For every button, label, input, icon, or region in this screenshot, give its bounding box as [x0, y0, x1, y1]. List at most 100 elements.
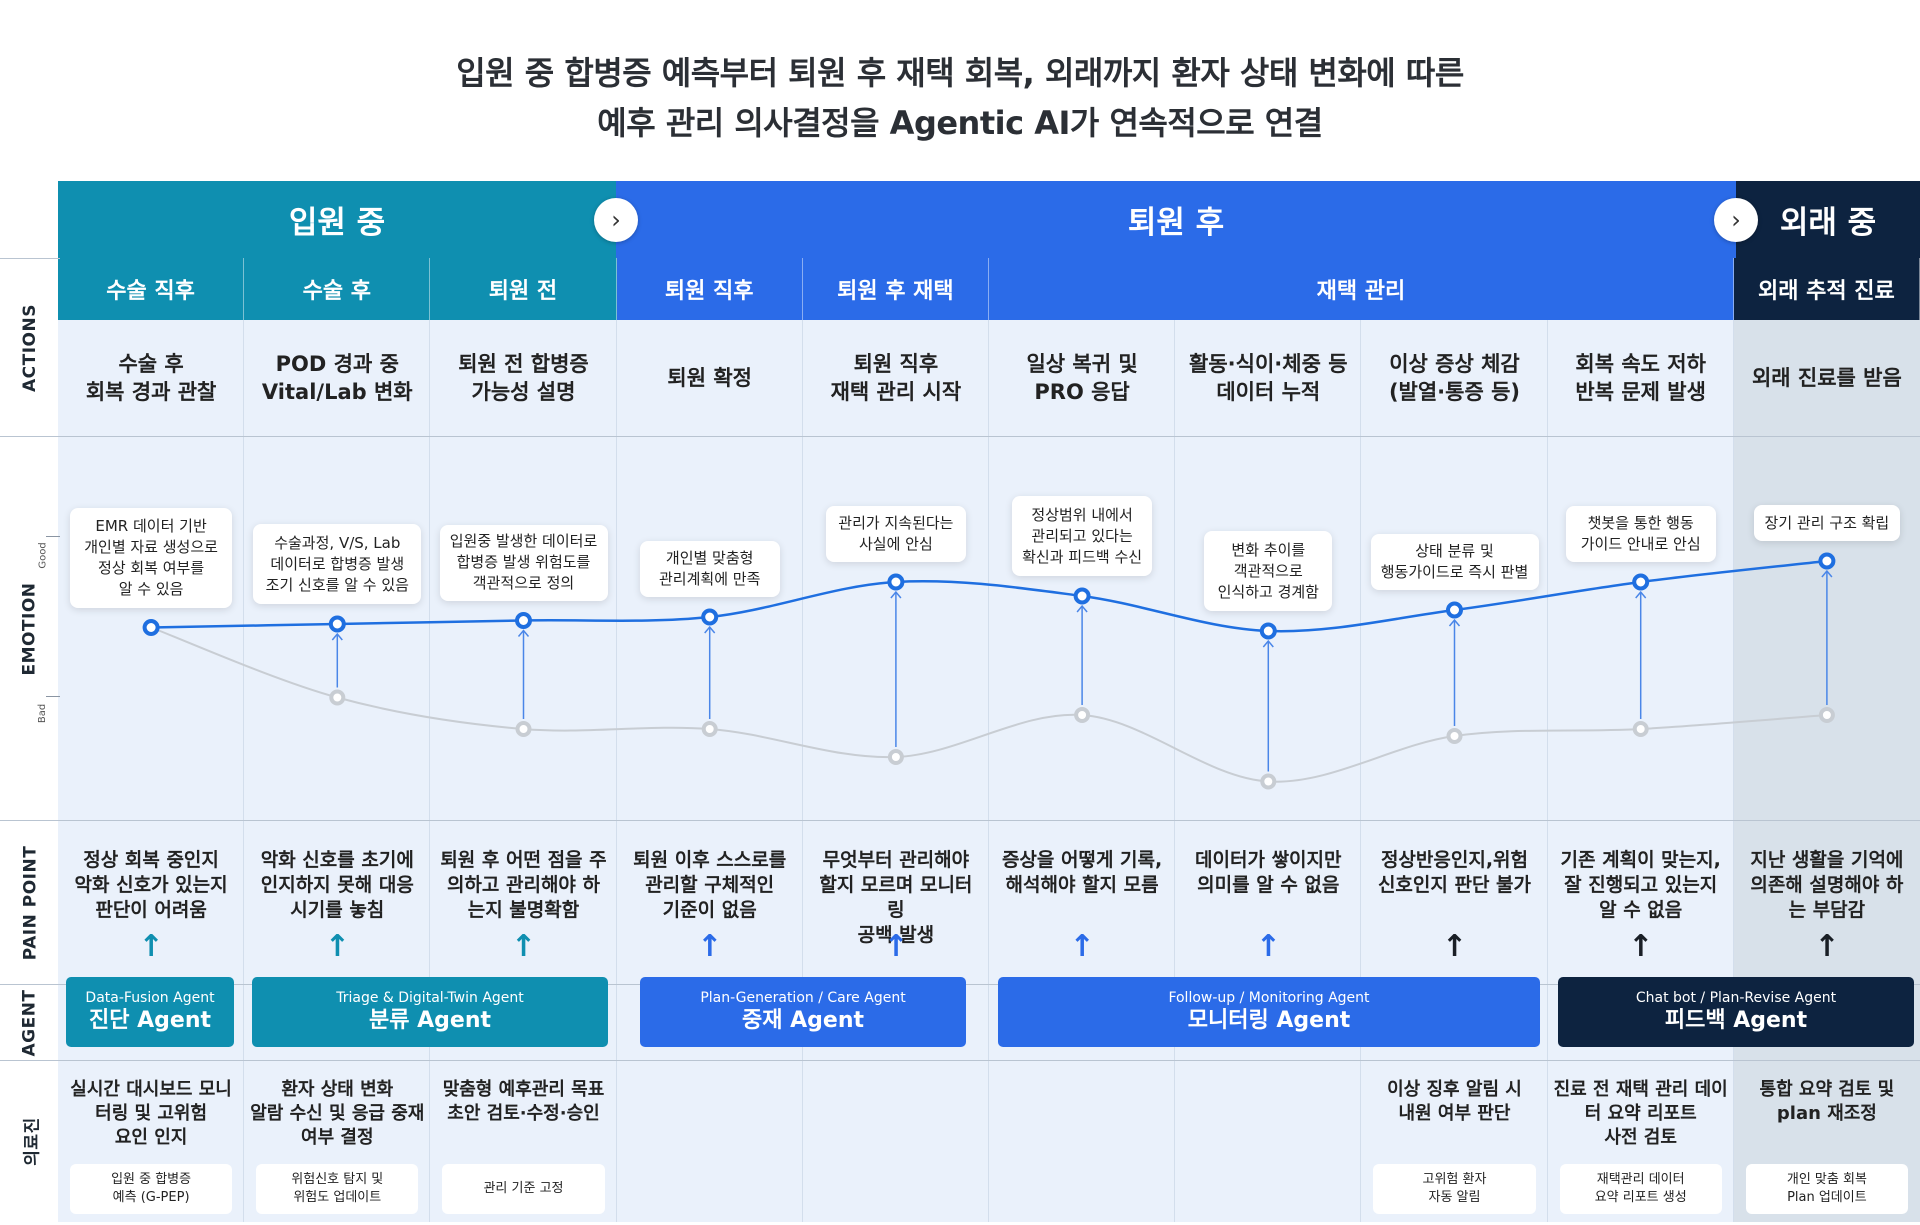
agent-english-name: Follow-up / Monitoring Agent	[1168, 990, 1370, 1006]
phase-header: 외래 중	[1736, 181, 1920, 258]
pain-point-text: 무엇부터 관리해야 할지 모르며 모니터링 공백 발생	[819, 849, 973, 946]
chevron-right-icon[interactable]: ›	[594, 197, 638, 242]
action-cell: 회복 속도 저하 반복 문제 발생	[1575, 352, 1706, 404]
row-label-text: PAIN POINT	[20, 845, 40, 960]
medical-system-box: 고위험 환자 자동 알림	[1373, 1164, 1536, 1214]
emotion-callout: EMR 데이터 기반 개인별 자료 생성으로 정상 회복 여부를 알 수 있음	[70, 507, 233, 608]
emotion-callout: 정상범위 내에서 관리되고 있다는 확신과 피드백 수신	[1012, 496, 1153, 576]
row-divider	[0, 436, 1920, 437]
agent-card[interactable]: Chat bot / Plan-Revise Agent 피드백 Agent	[1558, 977, 1914, 1047]
row-label-text: ACTIONS	[20, 303, 41, 392]
phase-header: 퇴원 후	[616, 181, 1736, 258]
emotion-callout: 개인별 맞춤형 관리계획에 만족	[639, 541, 780, 597]
action-cell: 외래 진료를 받음	[1751, 366, 1902, 390]
pain-point-text: 정상반응인지,위험 신호인지 판단 불가	[1377, 849, 1532, 896]
pain-point-text: 퇴원 이후 스스로를 관리할 구체적인 기준이 없음	[633, 849, 787, 921]
medical-task-text: 환자 상태 변화 알람 수신 및 응급 중재 여부 결정	[250, 1079, 425, 1148]
medical-task-text: 진료 전 재택 관리 데이 터 요약 리포트 사전 검토	[1553, 1079, 1728, 1148]
agent-card[interactable]: Follow-up / Monitoring Agent 모니터링 Agent	[998, 977, 1540, 1047]
chevron-right-icon[interactable]: ›	[1714, 197, 1758, 242]
pain-point-text: 기존 계획이 맞는지, 잘 진행되고 있는지 알 수 없음	[1560, 849, 1721, 921]
agent-korean-name: 진단 Agent	[88, 1008, 211, 1033]
action-cell: 퇴원 전 합병증 가능성 설명	[458, 352, 589, 404]
medical-task-text: 맞춤형 예후관리 목표 초안 검토·수정·승인	[442, 1079, 605, 1124]
emotion-callout: 상태 분류 및 행동가이드로 즉시 판별	[1370, 534, 1539, 590]
agent-korean-name: 모니터링 Agent	[1187, 1008, 1351, 1033]
up-arrow-icon: ↑	[1441, 929, 1468, 964]
row-label-actions: ACTIONS	[0, 258, 60, 436]
agent-card[interactable]: Triage & Digital-Twin Agent 분류 Agent	[252, 977, 608, 1047]
emotion-callout: 변화 추이를 객관적으로 인식하고 경계함	[1204, 531, 1333, 611]
medical-system-box: 위험신호 탐지 및 위험도 업데이트	[256, 1164, 419, 1214]
medical-task-text: 실시간 대시보드 모니 터링 및 고위험 요인 인지	[70, 1079, 232, 1148]
emotion-scale-line	[46, 536, 60, 537]
pain-point-text: 증상을 어떻게 기록, 해석해야 할지 모름	[1001, 849, 1163, 896]
up-arrow-icon: ↑	[1069, 929, 1095, 964]
agent-korean-name: 피드백 Agent	[1664, 1008, 1808, 1033]
up-arrow-icon: ↑	[883, 929, 909, 964]
agent-korean-name: 분류 Agent	[368, 1008, 491, 1033]
medical-system-box: 재택관리 데이터 요약 리포트 생성	[1559, 1164, 1722, 1214]
subphase-header: 퇴원 전	[430, 258, 617, 320]
agent-card[interactable]: Data-Fusion Agent 진단 Agent	[66, 977, 234, 1047]
row-label-agent: AGENT	[0, 984, 60, 1060]
row-label-text: EMOTION	[20, 581, 40, 676]
title-line-1: 입원 중 합병증 예측부터 퇴원 후 재택 회복, 외래까지 환자 상태 변화에…	[456, 54, 1464, 92]
phase-header: 입원 중	[58, 181, 616, 258]
emotion-bad-label: Bad	[37, 703, 49, 724]
medical-task-text: 통합 요약 검토 및 plan 재조정	[1759, 1079, 1895, 1124]
action-cell: 일상 복귀 및 PRO 응답	[1026, 352, 1138, 404]
action-cell: 이상 증상 체감 (발열·통증 등)	[1388, 352, 1521, 404]
pain-point-text: 정상 회복 중인지 악화 신호가 있는지 판단이 어려움	[74, 849, 228, 921]
row-label-emotion: EMOTION	[0, 436, 60, 820]
up-arrow-icon: ↑	[697, 929, 723, 964]
column-background	[802, 320, 989, 1222]
action-cell: 퇴원 직후 재택 관리 시작	[830, 352, 962, 404]
agent-english-name: Plan-Generation / Care Agent	[700, 990, 906, 1006]
pain-point-text: 데이터가 쌓이지만 의미를 알 수 없음	[1195, 849, 1342, 896]
up-arrow-icon: ↑	[510, 929, 537, 964]
action-cell: 수술 후 회복 경과 관찰	[85, 352, 217, 404]
medical-system-box: 개인 맞춤 회복 Plan 업데이트	[1745, 1164, 1908, 1214]
action-cell: POD 경과 중 Vital/Lab 변화	[261, 352, 413, 404]
medical-task-text: 이상 징후 알림 시 내원 여부 판단	[1387, 1079, 1522, 1124]
emotion-callout: 장기 관리 구조 확립	[1753, 505, 1900, 541]
subphase-header: 퇴원 직후	[616, 258, 803, 320]
medical-system-box: 관리 기준 고정	[442, 1164, 605, 1214]
up-arrow-icon: ↑	[138, 929, 164, 964]
row-label-text: AGENT	[20, 988, 41, 1057]
emotion-callout: 수술과정, V/S, Lab 데이터로 합병증 발생 조기 신호를 알 수 있음	[253, 524, 422, 604]
column-background	[616, 320, 803, 1222]
action-cell: 퇴원 확정	[667, 366, 752, 390]
emotion-callout: 챗봇을 통한 행동 가이드 안내로 안심	[1565, 506, 1716, 562]
pain-point-text: 지난 생활을 기억에 의존해 설명해야 하 는 부담감	[1750, 849, 1904, 921]
up-arrow-icon: ↑	[1628, 929, 1654, 964]
subphase-header: 수술 직후	[58, 258, 245, 320]
column-background	[1175, 320, 1362, 1222]
subphase-header: 외래 추적 진료	[1733, 258, 1920, 320]
medical-system-box: 입원 중 합병증 예측 (G-PEP)	[70, 1164, 233, 1214]
up-arrow-icon: ↑	[324, 929, 350, 964]
row-label-text: 의료진	[22, 1117, 43, 1166]
agent-english-name: Triage & Digital-Twin Agent	[336, 990, 524, 1006]
pain-point-text: 악화 신호를 초기에 인지하지 못해 대응 시기를 놓침	[260, 849, 414, 921]
subphase-header: 퇴원 후 재택	[802, 258, 989, 320]
page-title: 입원 중 합병증 예측부터 퇴원 후 재택 회복, 외래까지 환자 상태 변화에…	[0, 48, 1920, 148]
subphase-header: 재택 관리	[989, 258, 1734, 320]
action-cell: 활동·식이·체중 등 데이터 누적	[1189, 352, 1348, 404]
agent-english-name: Chat bot / Plan-Revise Agent	[1635, 990, 1837, 1006]
row-divider	[0, 1060, 1920, 1061]
emotion-good-label: Good	[37, 542, 49, 569]
row-label-medical: 의료진	[0, 1060, 60, 1222]
subphase-header: 수술 후	[244, 258, 431, 320]
row-label-pain: PAIN POINT	[0, 820, 60, 984]
emotion-scale-line	[46, 696, 60, 697]
emotion-callout: 관리가 지속된다는 사실에 안심	[825, 506, 966, 562]
agent-card[interactable]: Plan-Generation / Care Agent 중재 Agent	[640, 977, 966, 1047]
pain-point-text: 퇴원 후 어떤 점을 주 의하고 관리해야 하 는지 불명확함	[440, 849, 607, 921]
agent-english-name: Data-Fusion Agent	[85, 990, 215, 1006]
agent-korean-name: 중재 Agent	[741, 1008, 864, 1033]
row-divider	[0, 820, 1920, 821]
up-arrow-icon: ↑	[1814, 929, 1840, 964]
emotion-callout: 입원중 발생한 데이터로 합병증 발생 위험도를 객관적으로 정의	[439, 524, 608, 601]
